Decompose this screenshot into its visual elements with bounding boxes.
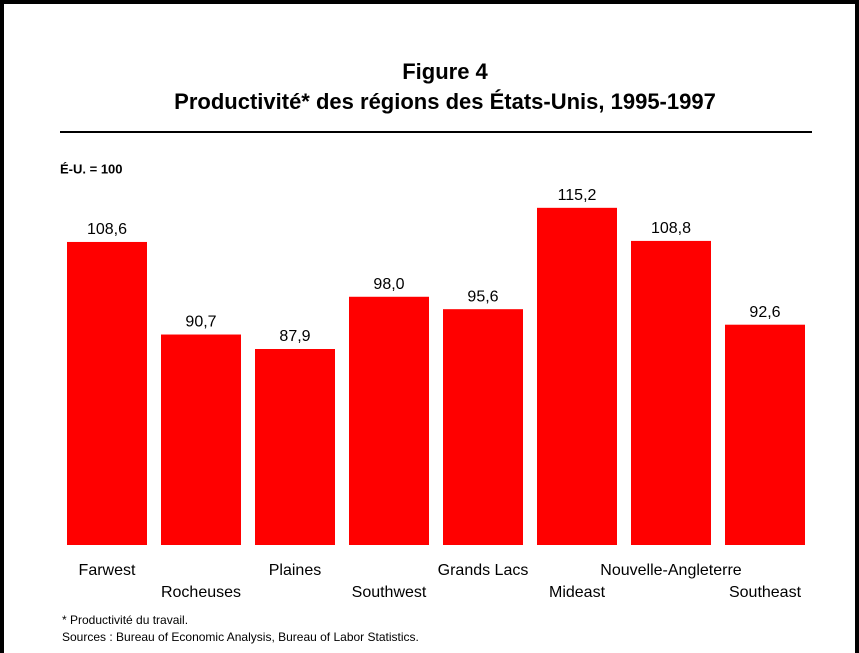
bar	[255, 349, 335, 545]
bar	[443, 309, 523, 545]
bar	[67, 241, 147, 545]
x-tick-label: Farwest	[79, 562, 136, 579]
chart-title: Figure 4	[402, 59, 488, 84]
footnote: * Productivité du travail.	[62, 613, 188, 627]
x-tick-label: Southeast	[729, 584, 802, 601]
value-label: 92,6	[749, 304, 780, 321]
value-label: 95,6	[467, 288, 498, 305]
x-tick-label: Southwest	[352, 584, 427, 601]
y-axis-label: É-U. = 100	[60, 161, 123, 176]
x-tick-label: Nouvelle-Angleterre	[600, 562, 742, 579]
x-tick-label: Mideast	[549, 584, 606, 601]
value-label: 108,6	[87, 221, 127, 238]
x-tick-label: Plaines	[269, 562, 321, 579]
source: Sources : Bureau of Economic Analysis, B…	[62, 630, 419, 644]
value-label: 115,2	[558, 187, 597, 204]
x-tick-label: Grands Lacs	[438, 562, 529, 579]
bar	[537, 207, 617, 545]
value-label: 87,9	[279, 328, 310, 345]
bar	[631, 240, 711, 546]
value-label: 90,7	[185, 314, 216, 331]
bar	[161, 334, 241, 545]
chart-subtitle: Productivité* des régions des États-Unis…	[174, 89, 716, 114]
bar	[349, 296, 429, 545]
x-tick-label: Rocheuses	[161, 584, 241, 601]
value-label: 108,8	[651, 220, 691, 237]
bar	[725, 324, 805, 545]
value-label: 98,0	[373, 276, 404, 293]
